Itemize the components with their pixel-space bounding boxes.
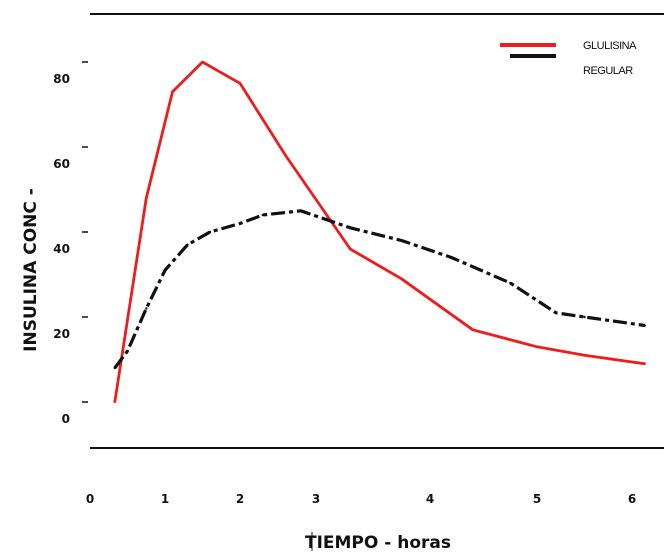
data-point-glulisina bbox=[535, 345, 539, 348]
data-point-glulisina bbox=[201, 60, 204, 64]
x-tick-label: 1 bbox=[161, 492, 169, 506]
data-point-glulisina bbox=[238, 82, 242, 85]
legend-label-glulisina: GLULISINA bbox=[583, 40, 637, 52]
series-line-regular bbox=[113, 209, 646, 369]
data-point-regular bbox=[261, 213, 264, 217]
data-point-glulisina bbox=[284, 154, 287, 157]
data-point-glulisina bbox=[400, 277, 403, 280]
data-point-regular bbox=[643, 324, 646, 327]
x-tick-label: 0 bbox=[86, 492, 94, 506]
data-point-regular bbox=[186, 243, 189, 246]
y-tick-label: 60 bbox=[53, 157, 70, 171]
data-point-regular bbox=[145, 307, 148, 310]
data-point-glulisina bbox=[349, 247, 352, 251]
data-point-regular bbox=[400, 239, 403, 242]
data-point-regular bbox=[113, 366, 117, 370]
y-tick-label: 80 bbox=[53, 72, 70, 86]
data-point-regular bbox=[349, 226, 352, 229]
x-tick-label: 4 bbox=[426, 492, 434, 506]
series-layer bbox=[113, 60, 646, 404]
data-point-regular bbox=[554, 311, 558, 314]
data-point-glulisina bbox=[113, 400, 117, 404]
x-tick-label: 6 bbox=[628, 492, 636, 506]
data-point-regular bbox=[583, 315, 586, 319]
data-point-regular bbox=[299, 209, 302, 212]
data-point-regular bbox=[126, 349, 129, 353]
data-point-regular bbox=[450, 256, 453, 259]
legend-label-regular: REGULAR bbox=[583, 65, 633, 77]
data-point-regular bbox=[509, 281, 512, 285]
x-tick-label: 5 bbox=[533, 492, 541, 506]
x-tick-label: 3 bbox=[312, 492, 320, 506]
data-point-glulisina bbox=[643, 362, 646, 365]
series-line-glulisina bbox=[113, 60, 645, 403]
y-tick-label: 40 bbox=[53, 242, 70, 256]
y-tick-label: 20 bbox=[53, 327, 70, 341]
x-tick-label: 2 bbox=[236, 492, 244, 506]
data-point-glulisina bbox=[145, 196, 148, 200]
x-axis-title: TIEMPO - horas bbox=[305, 533, 451, 553]
x-axis-ticks: 0 1 2 3 4 5 6 bbox=[86, 492, 636, 506]
data-point-glulisina bbox=[171, 90, 174, 94]
y-tick-label: 0 bbox=[62, 412, 70, 426]
data-point-regular bbox=[163, 269, 167, 272]
data-point-glulisina bbox=[583, 354, 586, 357]
y-axis-ticks: 0 20 40 60 80 bbox=[53, 61, 88, 426]
data-point-regular bbox=[238, 222, 242, 225]
y-axis-title: INSULINA CONC - bbox=[21, 188, 41, 352]
legend: GLULISINA REGULAR bbox=[500, 40, 638, 77]
data-point-glulisina bbox=[471, 328, 474, 331]
data-point-regular bbox=[208, 230, 212, 234]
